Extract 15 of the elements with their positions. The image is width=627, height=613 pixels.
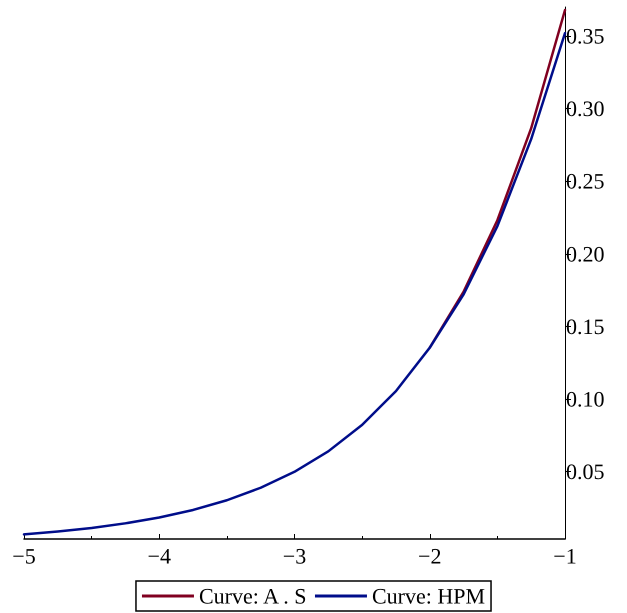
legend-label: Curve: HPM (372, 584, 486, 608)
legend-label: Curve: A . S (198, 584, 307, 608)
x-tick-label: −2 (418, 544, 442, 568)
y-tick-label: 0.05 (566, 459, 604, 484)
x-tick-label: −3 (282, 544, 306, 568)
y-tick-label: 0.30 (566, 96, 604, 122)
x-tick-label: −1 (553, 544, 577, 568)
y-tick-label: 0.20 (566, 241, 604, 266)
x-tick-label: −4 (148, 544, 171, 568)
y-tick-label: 0.10 (566, 386, 604, 412)
x-tick-label: −5 (12, 544, 36, 568)
y-tick-label: 0.35 (566, 24, 604, 49)
line-series (22, 32, 566, 536)
y-tick-label: 0.15 (566, 314, 604, 339)
y-tick-label: 0.25 (566, 168, 604, 194)
